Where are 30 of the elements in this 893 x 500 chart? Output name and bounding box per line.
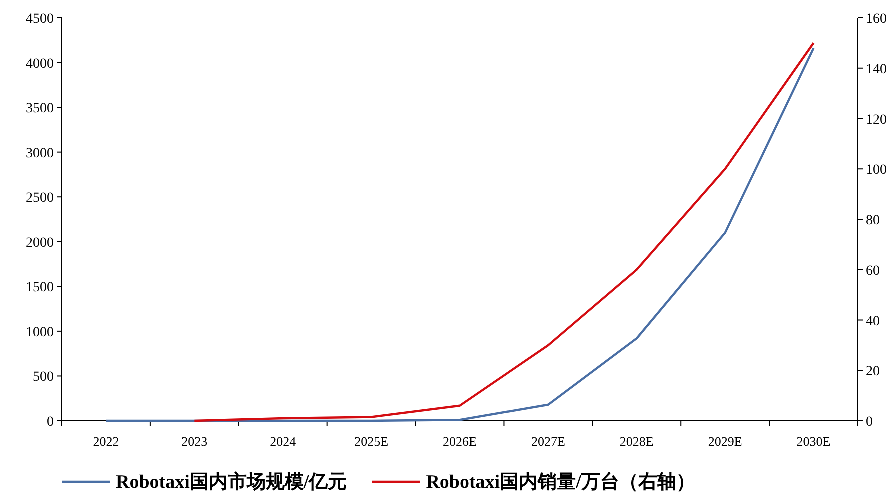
x-tick-label: 2029E [708,434,742,449]
y-tick-label: 0 [47,415,54,430]
y-tick-label: 3500 [26,102,54,117]
x-tick-label: 2022 [93,434,120,449]
y-tick-label: 500 [33,370,54,386]
y2-tick-label: 20 [866,364,880,380]
y-tick-label: 2000 [26,236,54,251]
y2-tick-label: 40 [866,314,880,330]
y-tick-label: 3000 [26,146,54,162]
y2-tick-label: 160 [866,12,887,27]
y-tick-label: 4500 [26,12,54,27]
x-tick-label: 2025E [354,434,389,449]
x-tick-label: 2027E [531,434,566,449]
legend-label: Robotaxi国内销量/万台（右轴） [426,471,696,493]
y2-tick-label: 120 [866,112,887,128]
y-tick-label: 1500 [26,280,54,296]
y-tick-label: 2500 [26,191,54,206]
x-tick-label: 2030E [796,434,831,449]
y2-tick-label: 0 [866,415,873,430]
legend-label: Robotaxi国内市场规模/亿元 [116,471,348,493]
x-tick-label: 2023 [182,434,208,449]
x-tick-label: 2026E [443,434,478,449]
y2-tick-label: 80 [866,214,880,228]
y2-tick-label: 60 [866,264,880,279]
y2-tick-label: 140 [866,62,887,78]
x-tick-label: 2024 [270,434,297,449]
x-tick-label: 2028E [620,434,654,449]
y-tick-label: 1000 [26,325,54,340]
y-tick-label: 4000 [26,56,54,72]
y2-tick-label: 100 [866,163,887,178]
